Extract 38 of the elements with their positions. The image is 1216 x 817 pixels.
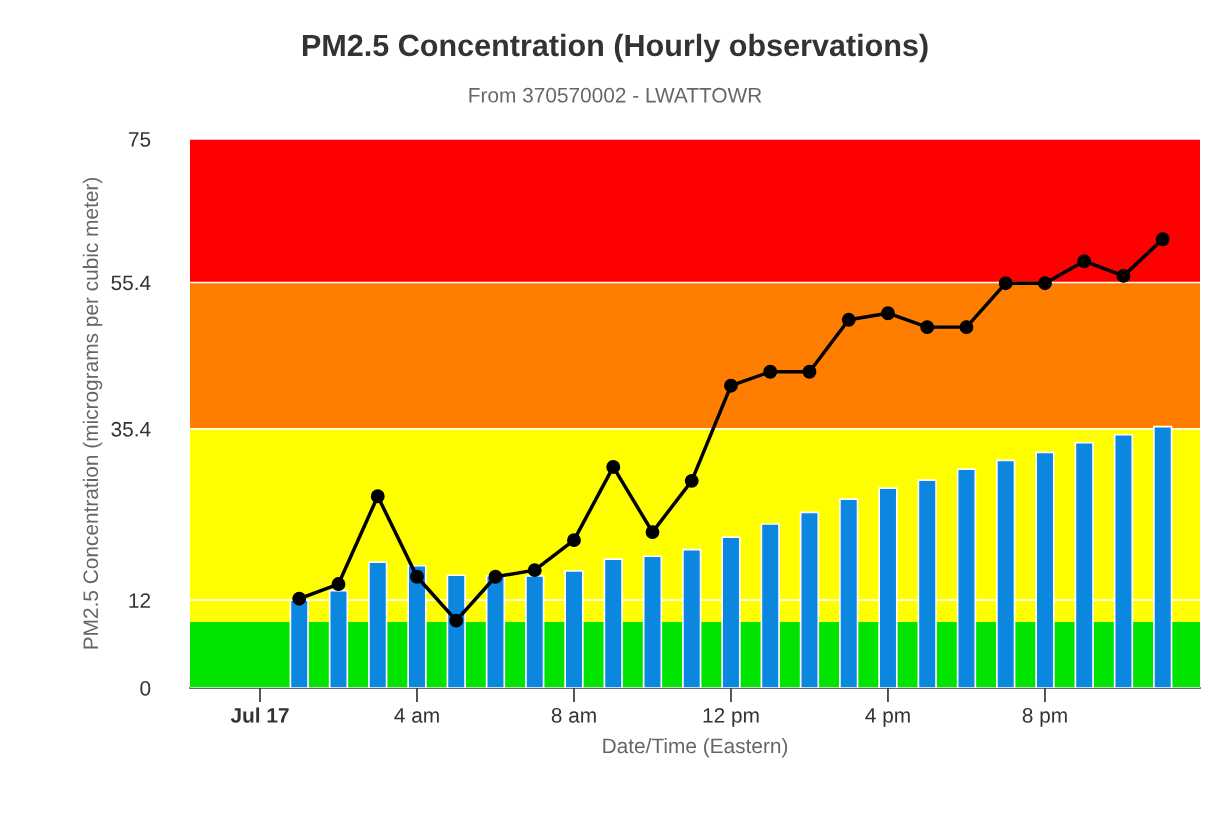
chart-subtitle: From 370570002 - LWATTOWR: [469, 87, 762, 103]
y-tick-label: 55.4: [111, 275, 151, 291]
point: [881, 306, 895, 321]
point: [645, 525, 660, 540]
point: [1155, 232, 1170, 247]
point: [606, 459, 621, 474]
point: [449, 613, 464, 628]
y-axis-title: PM2.5 Concentration (micrograms per cubic meter): [82, 178, 103, 649]
x-tick-label: 4 pm: [865, 708, 910, 727]
y-tick-label: 75: [129, 132, 151, 147]
point: [1116, 268, 1131, 283]
y-tick-label: 35.4: [111, 421, 151, 437]
x-axis-title: Date/Time (Eastern): [603, 737, 788, 758]
point: [998, 276, 1013, 291]
point: [802, 364, 817, 379]
point: [841, 312, 856, 327]
point: [567, 533, 581, 548]
point: [1077, 254, 1092, 269]
point: [527, 563, 542, 578]
point: [331, 577, 346, 592]
point: [1038, 276, 1052, 291]
point: [370, 489, 385, 504]
point: [410, 569, 424, 584]
point: [724, 378, 738, 393]
point: [684, 473, 699, 488]
x-tick-label: Jul 17: [230, 707, 289, 723]
y-tick-label: 0: [140, 681, 151, 696]
y-tick-label: 12: [129, 593, 151, 608]
x-tick-label: 4 am: [394, 708, 439, 723]
x-tick-label: 12 pm: [703, 707, 759, 727]
x-tick-label: 8 pm: [1022, 707, 1067, 727]
point: [920, 320, 935, 335]
point: [292, 591, 307, 606]
chart-title: PM2.5 Concentration (Hourly observations): [302, 33, 928, 63]
point: [763, 364, 778, 379]
x-tick-label: 8 am: [551, 707, 596, 723]
point: [959, 320, 974, 335]
point: [488, 569, 503, 584]
